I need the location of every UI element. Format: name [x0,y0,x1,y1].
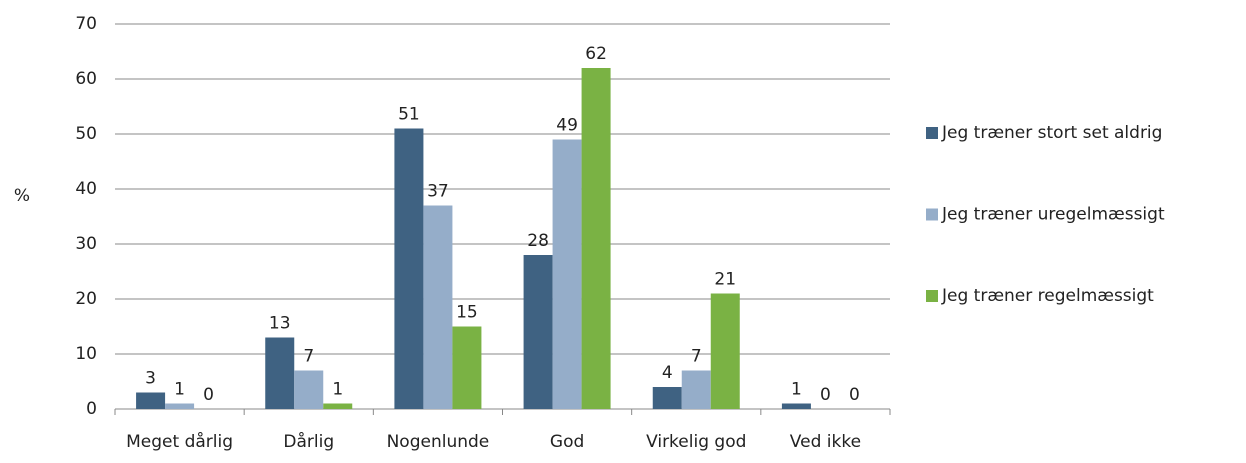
x-tick-label: Dårlig [283,431,334,452]
legend-swatch [926,290,938,302]
x-tick-label: Virkelig god [646,432,746,452]
y-tick-label: 50 [75,124,97,144]
y-tick-label: 60 [75,69,97,89]
data-label: 13 [269,314,291,334]
data-label: 1 [174,380,185,400]
data-label: 0 [203,385,214,405]
y-tick-label: 20 [75,289,97,309]
x-tick-label: God [550,432,584,452]
x-tick-label: Nogenlunde [387,432,490,452]
y-tick-label: 40 [75,179,97,199]
bar [710,293,740,409]
bar [423,205,453,409]
data-label: 1 [791,380,802,400]
data-label: 21 [714,270,736,290]
data-label: 28 [527,231,549,251]
data-label: 0 [849,385,860,405]
legend-label: Jeg træner regelmæssigt [941,286,1154,306]
bar [523,255,553,409]
legend-swatch [926,127,938,139]
data-label: 0 [820,385,831,405]
y-tick-label: 0 [86,399,97,419]
data-label: 62 [585,44,607,64]
data-label: 37 [427,182,449,202]
bar [652,387,682,409]
x-tick-label: Ved ikke [790,432,861,452]
bar [136,392,166,409]
y-tick-label: 30 [75,234,97,254]
data-label: 51 [398,105,420,125]
data-label: 7 [691,347,702,367]
data-label: 3 [145,369,156,389]
bar [265,337,295,409]
data-label: 7 [303,347,314,367]
bar [781,403,811,409]
data-label: 15 [456,303,478,323]
bar [323,403,353,409]
x-tick-label: Meget dårlig [126,431,233,452]
bar [394,128,424,409]
legend-label: Jeg træner uregelmæssigt [941,205,1165,225]
bar [165,403,195,409]
legend-swatch [926,208,938,221]
y-axis-label: % [14,186,30,206]
y-tick-label: 70 [75,14,97,34]
bar [552,139,582,409]
legend-label: Jeg træner stort set aldrig [941,123,1162,143]
bar [581,68,611,409]
data-label: 49 [556,116,578,136]
data-label: 1 [332,380,343,400]
bar [681,370,711,409]
bar [294,370,324,409]
data-label: 4 [662,363,673,383]
y-tick-label: 10 [75,344,97,364]
bar [452,326,482,409]
